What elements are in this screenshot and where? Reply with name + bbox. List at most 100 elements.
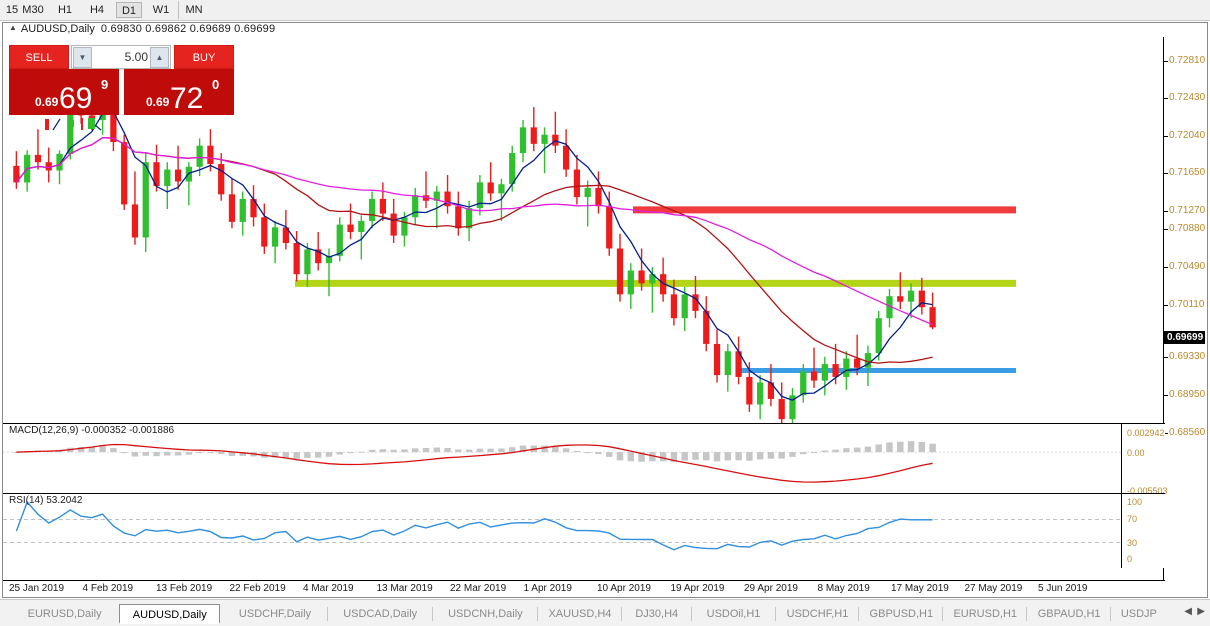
macd-histogram-bar [174, 452, 182, 456]
sell-price-quote[interactable]: 0.69 69 9 [9, 69, 119, 115]
macd-histogram-bar [131, 452, 139, 457]
rsi-scale-label: 100 [1127, 497, 1143, 507]
price-tick [1164, 357, 1168, 358]
sell-price-prefix: 0.69 [35, 95, 59, 109]
macd-histogram-bar [476, 448, 484, 453]
macd-histogram-bar [929, 443, 936, 453]
buy-button[interactable]: BUY [174, 45, 234, 69]
macd-histogram-bar [800, 452, 807, 455]
candle-body [196, 145, 203, 167]
price-label: 0.72810 [1169, 55, 1206, 66]
macd-histogram-bar [13, 452, 20, 454]
date-scale: 25 Jan 2019 4 Feb 2019 13 Feb 2019 22 Feb 2… [3, 580, 1165, 597]
timeframe-button-mn[interactable]: MN [185, 4, 203, 16]
timeframe-button-d1[interactable]: D1 [116, 2, 142, 18]
triangle-up-icon[interactable]: ▲ [9, 23, 17, 32]
candle-body [13, 165, 20, 183]
candle-body [293, 242, 300, 275]
macd-histogram-bar [713, 452, 721, 462]
macd-histogram-bar [584, 452, 591, 454]
chart-tab-usdchf-h1[interactable]: USDCHF,H1 [786, 608, 849, 620]
candle-body [56, 153, 63, 171]
chart-tab-eurusd-h1[interactable]: EURUSD,H1 [953, 608, 1018, 620]
timeframe-button-15[interactable]: 15 [5, 4, 19, 16]
timeframe-button-w1[interactable]: W1 [152, 4, 170, 16]
macd-histogram-bar [897, 441, 904, 453]
candle-body [660, 274, 667, 295]
chart-ohlc-label: 0.69830 0.69862 0.69689 0.69699 [100, 23, 276, 35]
price-label: 0.70490 [1169, 261, 1206, 272]
chart-tab-gbpaud-h1[interactable]: GBPAUD,H1 [1037, 608, 1101, 620]
candle-body [638, 270, 645, 284]
chevron-right-icon[interactable]: ▶ [1197, 606, 1205, 617]
macd-histogram-bar [649, 452, 656, 462]
macd-histogram-bar [368, 449, 376, 453]
date-label: 29 Apr 2019 [744, 583, 798, 594]
macd-histogram-bar [606, 452, 613, 457]
timeframe-button-h1[interactable]: H1 [57, 4, 73, 16]
chart-tab-dj30-h4[interactable]: DJ30,H4 [635, 608, 679, 620]
candle-body [703, 310, 710, 344]
rsi-scale-label: 70 [1127, 514, 1138, 524]
chart-tab-xauusd-h4[interactable]: XAUUSD,H4 [548, 608, 612, 620]
price-tick [1164, 61, 1168, 62]
volume-input[interactable]: ▼ 5.00 ▲ [71, 45, 171, 69]
candle-body [746, 376, 753, 405]
chart-tab-usdoil-h1[interactable]: USDOil,H1 [706, 608, 761, 620]
tab-separator [774, 607, 776, 621]
chevron-up-icon[interactable]: ▲ [150, 47, 169, 68]
tab-separator [1110, 607, 1112, 621]
candle-body [821, 364, 828, 381]
candle-body [131, 204, 139, 238]
chart-tab-usdcnh-daily[interactable]: USDCNH,Daily [448, 608, 523, 620]
price-label: 0.71270 [1169, 205, 1206, 216]
candle-body [541, 134, 548, 144]
timeframe-button-h4[interactable]: H4 [89, 4, 105, 16]
sell-button[interactable]: SELL [9, 45, 69, 69]
candle-body [207, 145, 214, 165]
chart-tab-usdchf-daily[interactable]: USDCHF,Daily [238, 608, 312, 620]
macd-histogram-bar [314, 452, 322, 458]
macd-histogram-bar [595, 452, 602, 455]
chevron-left-icon[interactable]: ◀ [1184, 606, 1192, 617]
price-scale[interactable]: 0.72810 0.72430 0.72040 0.71650 0.71270 0.708… [1163, 37, 1207, 583]
chart-tab-eurusd-daily[interactable]: EURUSD,Daily [27, 608, 102, 620]
chart-tab-usdcad-daily[interactable]: USDCAD,Daily [343, 608, 418, 620]
candle-body [562, 145, 570, 170]
macd-histogram-bar [703, 452, 710, 461]
date-label: 1 Apr 2019 [523, 583, 572, 594]
date-label: 22 Mar 2019 [450, 583, 507, 594]
macd-histogram-bar [616, 452, 624, 461]
timeframe-button-m30[interactable]: M30 [22, 4, 44, 16]
candle-body [681, 294, 688, 319]
candle-body [778, 398, 785, 420]
candle-body [918, 290, 925, 308]
buy-price-quote[interactable]: 0.69 72 0 [124, 69, 234, 115]
macd-histogram-bar [562, 448, 570, 453]
chart-tab-audusd-daily[interactable]: AUDUSD,Daily [119, 604, 221, 624]
price-label: 0.69330 [1169, 351, 1206, 362]
macd-histogram-bar [411, 448, 419, 453]
macd-histogram-bar [681, 452, 688, 461]
candle-body [584, 187, 591, 198]
date-label: 4 Feb 2019 [82, 583, 134, 594]
price-tick [1164, 136, 1168, 137]
chart-tab-gbpusd-h1[interactable]: GBPUSD,H1 [869, 608, 934, 620]
chart-symbol-label: AUDUSD,Daily [20, 23, 95, 35]
buy-price-prefix: 0.69 [146, 95, 170, 109]
date-label: 10 Apr 2019 [597, 583, 651, 594]
candle-body [552, 134, 559, 146]
buy-price-fraction: 0 [212, 77, 220, 92]
macd-scale-label: 0.00 [1127, 448, 1145, 458]
chevron-down-icon[interactable]: ▼ [73, 47, 92, 68]
tab-separator [431, 607, 433, 621]
macd-histogram-bar [487, 448, 494, 453]
macd-histogram-bar [455, 449, 462, 453]
chart-tab-usdjp[interactable]: USDJP [1120, 608, 1157, 620]
macd-histogram-bar [196, 452, 203, 454]
moving-average-ma-magenta [15, 137, 933, 326]
candle-body [757, 382, 764, 405]
candle-body [606, 206, 613, 249]
candle-body [670, 294, 678, 319]
candle-body [412, 195, 419, 218]
